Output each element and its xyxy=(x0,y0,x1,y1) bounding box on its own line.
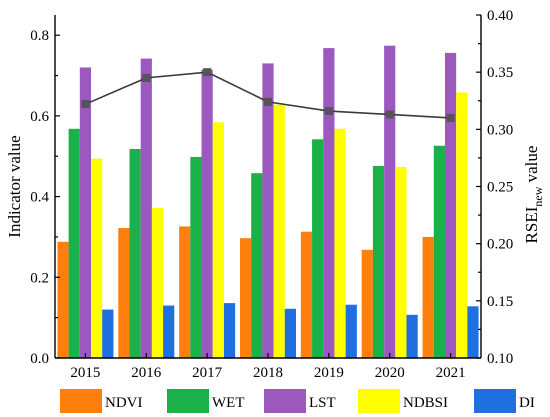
bar-di-2016 xyxy=(163,305,175,358)
bar-ndvi-2015 xyxy=(57,241,69,358)
right-tick-label-0.15: 0.15 xyxy=(487,294,513,310)
right-tick-label-0.10: 0.10 xyxy=(487,351,513,367)
legend-label-ndbsi: NDBSI xyxy=(403,395,448,411)
left-tick-label-0.8: 0.8 xyxy=(30,28,49,44)
left-tick-label-0.4: 0.4 xyxy=(30,190,49,206)
x-tick-label-2019: 2019 xyxy=(314,365,344,381)
bar-lst-2020 xyxy=(384,45,396,359)
left-tick-label-0.0: 0.0 xyxy=(30,351,49,367)
rsei-marker-2015 xyxy=(81,100,90,109)
rsei-marker-2019 xyxy=(324,107,333,116)
bar-di-2021 xyxy=(467,306,479,358)
bar-wet-2019 xyxy=(312,139,324,358)
rsei-marker-2018 xyxy=(264,97,272,106)
bar-wet-2017 xyxy=(190,157,202,358)
bar-di-2017 xyxy=(223,303,236,358)
y-right-axis-title-main: RSEI xyxy=(522,206,541,243)
legend-swatch-ndvi xyxy=(60,389,102,413)
legend-label-lst: LST xyxy=(309,395,336,411)
bar-di-2019 xyxy=(345,304,357,358)
right-tick-label-0.40: 0.40 xyxy=(487,8,513,24)
bar-lst-2019 xyxy=(323,48,335,359)
bar-lst-2015 xyxy=(79,67,92,359)
y-right-axis-title-sub: new xyxy=(531,186,545,206)
bar-ndbsi-2015 xyxy=(91,158,103,358)
bar-ndbsi-2017 xyxy=(212,122,224,358)
bar-ndbsi-2016 xyxy=(151,207,164,358)
right-tick-label-0.20: 0.20 xyxy=(487,237,513,253)
legend-swatch-wet xyxy=(167,389,209,413)
rsei-marker-2021 xyxy=(446,113,455,122)
left-tick-label-0.6: 0.6 xyxy=(30,109,49,125)
x-tick-label-2017: 2017 xyxy=(192,365,223,381)
legend-swatch-ndbsi xyxy=(358,389,400,413)
legend-label-di: DI xyxy=(519,395,535,411)
bar-ndvi-2017 xyxy=(179,226,191,358)
bar-wet-2018 xyxy=(251,173,263,358)
legend-swatch-lst xyxy=(264,389,306,413)
x-tick-label-2018: 2018 xyxy=(253,365,283,381)
bar-lst-2016 xyxy=(140,58,152,358)
right-tick-label-0.35: 0.35 xyxy=(487,65,513,81)
rsei-marker-2017 xyxy=(203,68,212,77)
bar-lst-2021 xyxy=(444,52,457,359)
bar-ndvi-2018 xyxy=(240,238,252,358)
bar-ndvi-2016 xyxy=(118,228,130,358)
bar-wet-2021 xyxy=(433,145,445,358)
bar-wet-2015 xyxy=(68,128,80,358)
left-tick-label-0.2: 0.2 xyxy=(30,270,49,286)
bar-di-2018 xyxy=(284,308,296,358)
bar-di-2015 xyxy=(102,309,114,358)
x-tick-label-2020: 2020 xyxy=(375,365,405,381)
y-right-axis-title: RSEInew value xyxy=(522,146,545,244)
bar-di-2020 xyxy=(406,314,418,358)
bar-lst-2017 xyxy=(201,69,213,358)
legend-label-wet: WET xyxy=(212,395,244,411)
x-tick-label-2021: 2021 xyxy=(436,365,466,381)
bar-ndbsi-2018 xyxy=(273,104,285,358)
bar-ndvi-2019 xyxy=(300,231,313,358)
bar-wet-2016 xyxy=(129,148,141,358)
bar-lst-2018 xyxy=(262,63,274,359)
bar-ndbsi-2021 xyxy=(456,92,468,358)
legend-swatch-di xyxy=(474,389,516,413)
bar-ndbsi-2020 xyxy=(395,167,407,358)
right-tick-label-0.30: 0.30 xyxy=(487,122,513,138)
rsei-marker-2016 xyxy=(142,73,151,82)
x-tick-label-2016: 2016 xyxy=(131,365,162,381)
bar-ndvi-2020 xyxy=(361,249,373,358)
x-tick-label-2015: 2015 xyxy=(70,365,100,381)
right-tick-label-0.25: 0.25 xyxy=(487,180,513,196)
y-left-axis-title: Indicator value xyxy=(5,135,24,237)
rsei-marker-2020 xyxy=(385,110,394,119)
bar-ndbsi-2019 xyxy=(334,128,346,358)
y-right-axis-title-tail: value xyxy=(522,146,541,187)
legend-label-ndvi: NDVI xyxy=(105,395,143,411)
bar-wet-2020 xyxy=(372,165,385,358)
bar-ndvi-2021 xyxy=(422,236,434,358)
